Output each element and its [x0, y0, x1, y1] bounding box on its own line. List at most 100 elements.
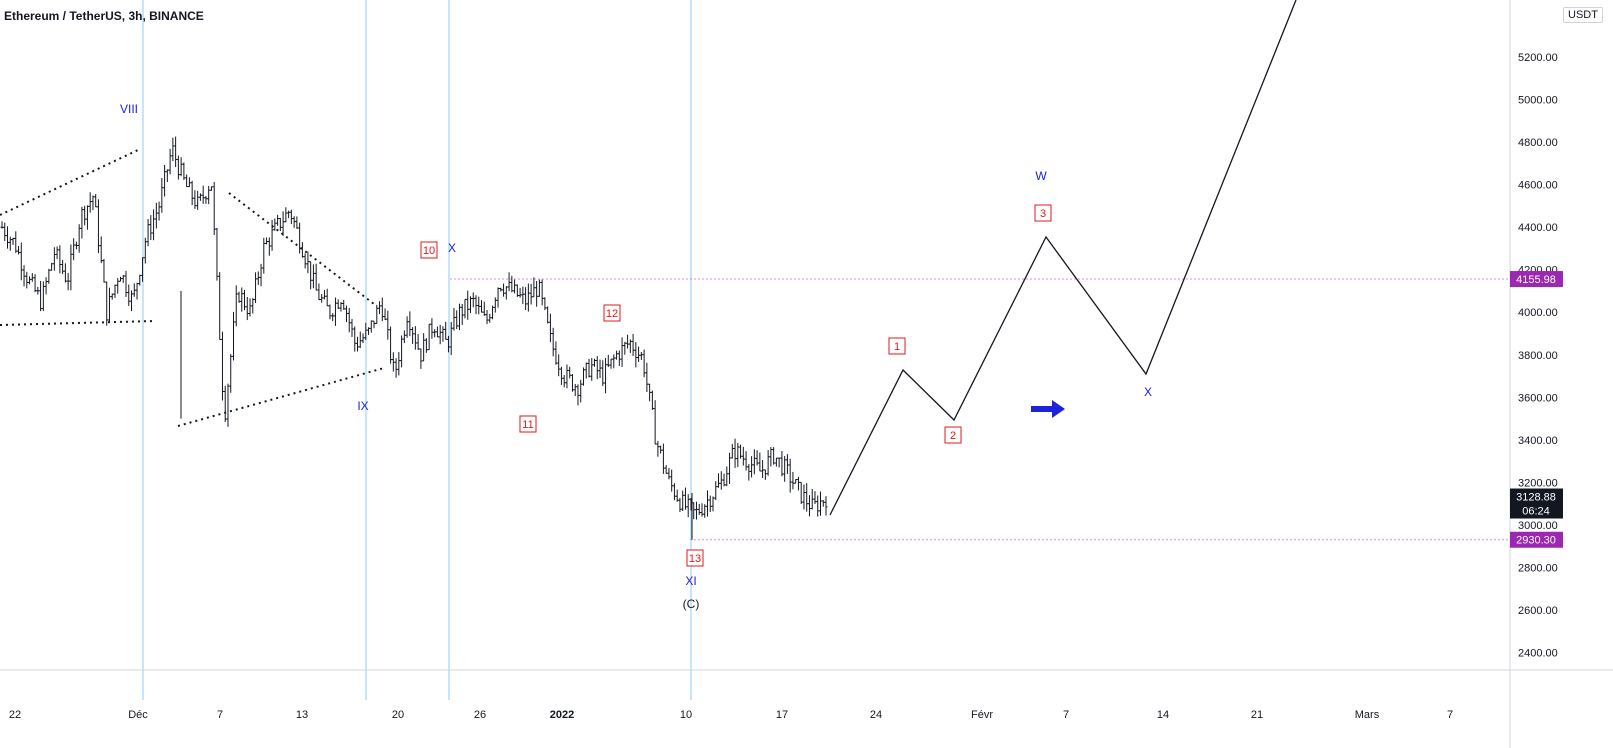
x-tick-label: Févr — [971, 709, 993, 721]
candle — [265, 237, 269, 245]
candle — [130, 290, 134, 312]
candle — [347, 307, 351, 333]
candle — [287, 210, 291, 219]
candle — [540, 279, 544, 306]
candle — [774, 457, 778, 467]
right-arrow-icon — [1031, 400, 1065, 418]
candle — [653, 400, 657, 445]
candle — [557, 354, 561, 377]
candle — [816, 495, 820, 517]
candle — [28, 276, 32, 285]
pattern-trendlines — [0, 149, 385, 427]
candle — [513, 279, 517, 294]
svg-text:13: 13 — [689, 553, 701, 565]
candle — [510, 275, 514, 293]
x-tick-label: 20 — [392, 709, 404, 721]
candle — [41, 281, 45, 312]
y-tick-label: 5200.00 — [1518, 52, 1558, 64]
candle — [460, 303, 464, 325]
candle — [303, 253, 307, 269]
candle — [248, 298, 252, 317]
candle — [322, 289, 326, 300]
candle — [446, 335, 450, 353]
candle — [223, 385, 227, 423]
x-tick-label: 7 — [1447, 709, 1453, 721]
candle — [785, 454, 789, 474]
candle — [413, 326, 417, 350]
candle — [344, 305, 348, 323]
candle — [411, 326, 415, 344]
candle — [722, 473, 726, 487]
candle — [146, 219, 150, 247]
candle — [777, 457, 781, 468]
candle — [94, 194, 98, 208]
price-level-badge: 4155.98 — [1510, 271, 1563, 288]
candle — [63, 263, 67, 283]
red-wave-label: 1 — [888, 337, 906, 355]
candle — [251, 298, 255, 314]
candle — [664, 465, 668, 474]
currency-button[interactable]: USDT — [1563, 7, 1603, 23]
candle — [243, 289, 247, 311]
candle — [744, 451, 748, 471]
y-tick-label: 3400.00 — [1518, 435, 1558, 447]
x-tick-label: 17 — [776, 709, 788, 721]
candle — [788, 458, 792, 493]
candle — [25, 271, 29, 289]
candle — [3, 222, 7, 242]
candle — [471, 292, 475, 308]
candle — [383, 308, 387, 321]
candle — [19, 242, 23, 281]
candle — [342, 299, 346, 310]
candle — [587, 358, 591, 378]
candle — [394, 358, 398, 378]
candle — [570, 374, 574, 392]
candle — [405, 316, 409, 338]
candle — [402, 330, 406, 344]
candle — [750, 456, 754, 478]
candle — [634, 341, 638, 368]
black-wave-label: (C) — [683, 597, 700, 611]
candle — [736, 442, 740, 467]
y-tick-label: 2400.00 — [1518, 648, 1558, 660]
candle — [270, 219, 274, 251]
candle — [39, 280, 43, 312]
candle — [518, 287, 522, 298]
candle — [474, 295, 478, 315]
projection-line — [829, 0, 1297, 516]
candle — [138, 274, 142, 286]
candle — [554, 341, 558, 365]
candle — [254, 272, 258, 304]
candle — [107, 287, 111, 322]
candle — [705, 490, 709, 517]
candle — [661, 443, 665, 474]
red-wave-label: 10 — [420, 241, 438, 259]
candle — [441, 326, 445, 342]
candle — [281, 211, 285, 236]
arrow-shape — [1031, 400, 1065, 418]
candle — [617, 350, 621, 366]
candle — [686, 494, 690, 518]
chart-title: Ethereum / TetherUS, 3h, BINANCE — [4, 9, 204, 23]
candle — [289, 209, 293, 225]
svg-text:11: 11 — [522, 419, 533, 431]
candle — [311, 264, 315, 289]
candle — [336, 299, 340, 309]
candle — [364, 322, 368, 340]
candle — [174, 136, 178, 168]
blue-wave-label: IX — [357, 399, 368, 413]
candle — [717, 473, 721, 488]
candle — [292, 216, 296, 228]
candle — [419, 348, 423, 369]
x-tick-label: 10 — [680, 709, 692, 721]
candle — [818, 491, 822, 516]
candle — [320, 293, 324, 303]
candle — [430, 318, 434, 339]
candle — [524, 287, 528, 310]
candle — [165, 169, 169, 183]
candle — [400, 335, 404, 368]
candle — [119, 276, 123, 282]
candle — [127, 284, 131, 306]
red-wave-label: 11 — [519, 415, 537, 433]
